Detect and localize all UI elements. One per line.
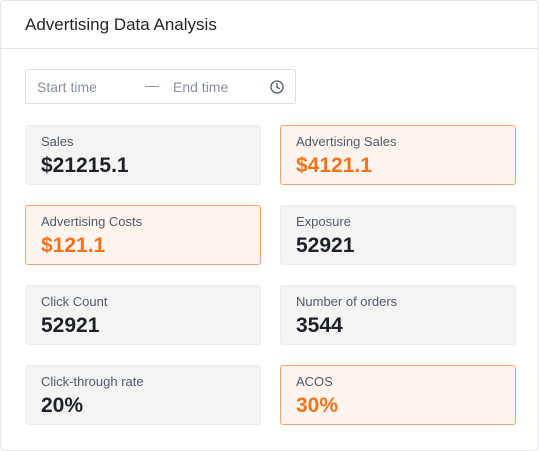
metric-value: $121.1	[41, 234, 106, 257]
page-title: Advertising Data Analysis	[25, 14, 217, 34]
metric-card-click-through-rate: Click-through rate 20%	[25, 365, 261, 425]
clock-icon	[270, 80, 284, 94]
metric-card-sales: Sales $21215.1	[25, 125, 261, 185]
metric-card-advertising-sales: Advertising Sales $4121.1	[280, 125, 516, 185]
metric-card-advertising-costs: Advertising Costs $121.1	[25, 205, 261, 265]
end-time-input[interactable]: End time	[173, 79, 229, 95]
metric-label: Advertising Costs	[41, 214, 143, 229]
date-range-picker[interactable]: Start time — End time	[25, 69, 296, 104]
metric-label: Sales	[41, 134, 74, 149]
metric-value: 20%	[41, 394, 84, 417]
metric-label: Number of orders	[296, 294, 398, 309]
metric-value: 3544	[296, 314, 343, 337]
metric-value: $4121.1	[296, 154, 372, 177]
metric-value: 52921	[41, 314, 100, 337]
metric-label: Click Count	[41, 294, 108, 309]
metric-label: ACOS	[296, 374, 333, 389]
metric-label: Exposure	[296, 214, 351, 229]
start-time-input[interactable]: Start time	[37, 79, 97, 95]
metric-card-click-count: Click Count 52921	[25, 285, 261, 345]
metric-card-number-of-orders: Number of orders 3544	[280, 285, 516, 345]
metric-label: Advertising Sales	[296, 134, 397, 149]
metric-value: $21215.1	[41, 154, 129, 177]
panel-header: Advertising Data Analysis	[1, 1, 538, 49]
range-separator: —	[145, 77, 159, 93]
metric-value: 52921	[296, 234, 355, 257]
metric-card-acos: ACOS 30%	[280, 365, 516, 425]
metric-value: 30%	[296, 394, 339, 417]
metric-card-exposure: Exposure 52921	[280, 205, 516, 265]
metric-label: Click-through rate	[41, 374, 144, 389]
